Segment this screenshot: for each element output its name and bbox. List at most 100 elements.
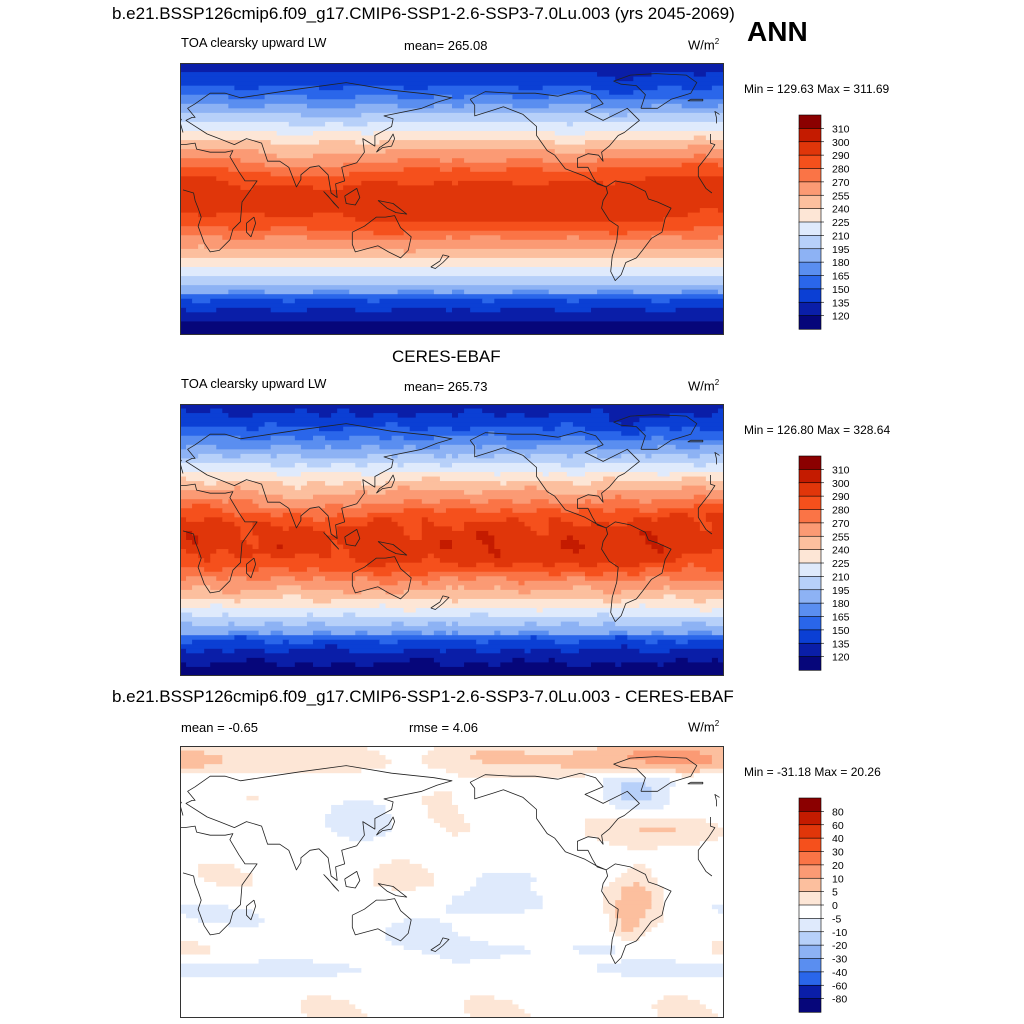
panel-2-field [180,404,724,676]
colorbar-swatch [798,154,822,170]
colorbar-tick-label: -20 [832,940,847,952]
colorbar-swatch [798,114,822,129]
colorbar-swatch [798,469,822,484]
colorbar-tick-label: 195 [832,244,850,256]
colorbar-swatch [798,495,822,511]
panel-2-mean-label: mean= 265.73 [404,379,488,394]
colorbar-swatch [798,221,822,236]
colorbar-tick-label: 120 [832,311,850,323]
colorbar-swatch [798,656,822,671]
panel-2-colorbar: 3103002902802702552402252101951801651501… [798,455,850,671]
colorbar-swatch [798,589,822,604]
colorbar-tick-label: 0 [832,900,838,912]
panel-2-title: CERES-EBAF [392,347,501,366]
panel-3-map [180,746,724,1018]
colorbar-tick-label: -10 [832,927,847,939]
panel-1-mean-label: mean= 265.08 [404,38,488,53]
colorbar-swatch [798,194,822,210]
colorbar-swatch [798,168,822,183]
colorbar-swatch [798,864,822,879]
colorbar-tick-label: -80 [832,994,847,1006]
panel-2-variable-label: TOA clearsky upward LW [181,376,327,391]
colorbar-tick-label: 210 [832,571,850,583]
colorbar-swatch [798,549,822,564]
colorbar-swatch [798,261,822,277]
colorbar-tick-label: 270 [832,518,850,530]
colorbar-tick-label: 195 [832,585,850,597]
colorbar-swatch [798,998,822,1013]
colorbar-swatch [798,629,822,644]
colorbar-tick-label: 290 [832,150,850,162]
panel-1-field [180,63,724,335]
panel-2-minmax: Min = 126.80 Max = 328.64 [744,423,891,437]
colorbar-swatch [798,235,822,250]
panel-3-title: b.e21.BSSP126cmip6.f09_g17.CMIP6-SSP1-2.… [112,687,734,706]
colorbar-tick-label: 10 [832,873,844,885]
colorbar-tick-label: 135 [832,638,850,650]
colorbar-tick-label: 120 [832,652,850,664]
colorbar-tick-label: 165 [832,271,850,283]
colorbar-swatch [798,181,822,196]
colorbar-tick-label: 20 [832,860,844,872]
colorbar-tick-label: 135 [832,297,850,309]
colorbar-swatch [798,315,822,330]
panel-1-title: b.e21.BSSP126cmip6.f09_g17.CMIP6-SSP1-2.… [112,4,735,23]
colorbar-tick-label: 255 [832,531,850,543]
colorbar-tick-label: 150 [832,625,850,637]
colorbar-tick-label: 40 [832,833,844,845]
colorbar-swatch [798,891,822,906]
colorbar-swatch [798,576,822,591]
panel-3-minmax: Min = -31.18 Max = 20.26 [744,765,881,779]
colorbar-tick-label: 210 [832,230,850,242]
colorbar-tick-label: 300 [832,478,850,490]
colorbar-swatch [798,208,822,223]
colorbar-tick-label: 180 [832,598,850,610]
colorbar-swatch [798,944,822,960]
colorbar-swatch [798,904,822,919]
colorbar-tick-label: 180 [832,257,850,269]
colorbar-swatch [798,642,822,658]
colorbar-swatch [798,535,822,551]
colorbar-tick-label: 280 [832,164,850,176]
colorbar-swatch [798,837,822,853]
colorbar-tick-label: -5 [832,913,841,925]
panel-3-units: W/m2 [688,719,720,735]
panel-3-mean-label: mean = -0.65 [181,720,258,735]
colorbar-swatch [798,141,822,156]
panel-2-units: W/m2 [688,378,720,394]
colorbar-swatch [798,602,822,618]
colorbar-swatch [798,918,822,933]
colorbar-tick-label: 290 [832,491,850,503]
colorbar-swatch [798,248,822,263]
colorbar-tick-label: 150 [832,284,850,296]
colorbar-swatch [798,455,822,470]
colorbar-tick-label: 270 [832,177,850,189]
colorbar-swatch [798,509,822,524]
colorbar-tick-label: -60 [832,980,847,992]
panel-2-coastlines [180,414,720,623]
colorbar-tick-label: 165 [832,612,850,624]
panel-1-units: W/m2 [688,37,720,53]
colorbar-swatch [798,811,822,826]
colorbar-swatch [798,984,822,1000]
panel-1-colorbar: 3103002902802702552402252101951801651501… [798,114,850,330]
colorbar-swatch [798,877,822,893]
colorbar-tick-label: 5 [832,887,838,899]
colorbar-tick-label: 60 [832,820,844,832]
colorbar-swatch [798,301,822,317]
colorbar-tick-label: 310 [832,464,850,476]
colorbar-swatch [798,522,822,537]
colorbar-tick-label: 310 [832,123,850,135]
colorbar-tick-label: 255 [832,190,850,202]
season-label: ANN [747,16,808,47]
colorbar-tick-label: 30 [832,847,844,859]
colorbar-tick-label: 240 [832,545,850,557]
panel-1-coastlines [180,73,720,282]
panel-1-minmax: Min = 129.63 Max = 311.69 [744,82,890,96]
colorbar-swatch [798,851,822,866]
colorbar-swatch [798,797,822,812]
colorbar-swatch [798,275,822,290]
colorbar-swatch [798,958,822,973]
panel-1-variable-label: TOA clearsky upward LW [181,35,327,50]
